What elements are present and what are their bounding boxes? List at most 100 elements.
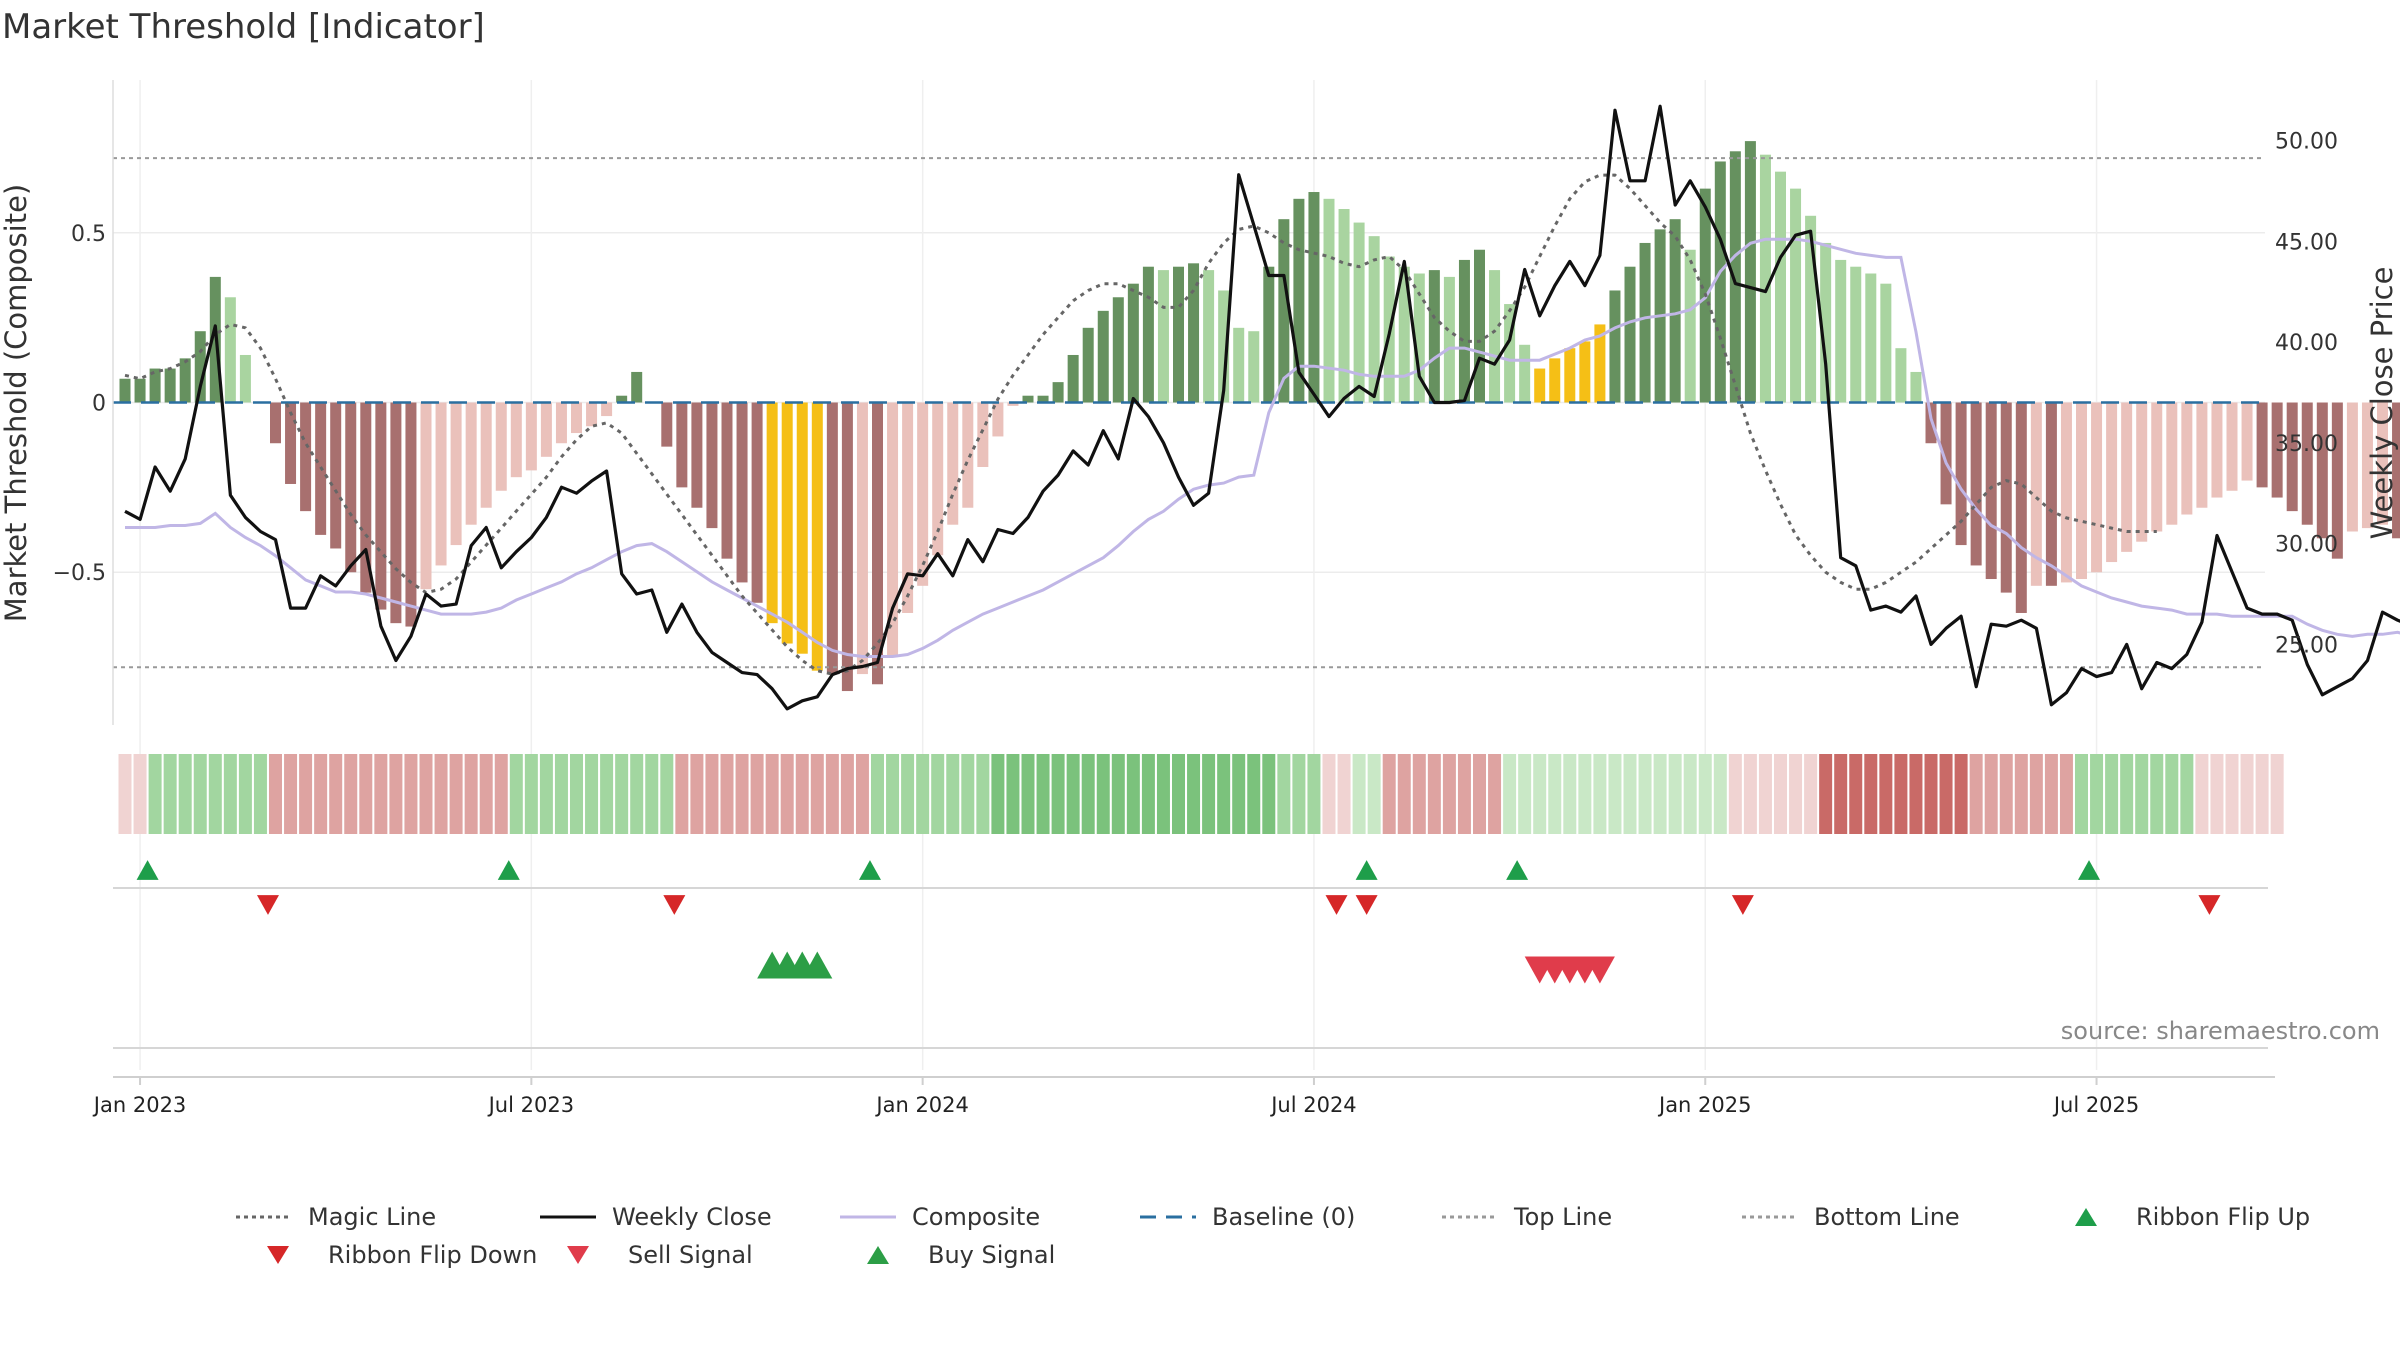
ribbon-cell bbox=[404, 754, 418, 834]
composite-bar bbox=[1579, 341, 1591, 403]
composite-bar bbox=[270, 402, 281, 444]
ribbon-cell bbox=[494, 754, 508, 834]
composite-bar bbox=[2015, 402, 2027, 613]
ribbon-cell bbox=[2075, 754, 2088, 834]
composite-bar bbox=[1127, 283, 1139, 403]
composite-bar bbox=[134, 378, 146, 403]
composite-bar bbox=[2181, 402, 2193, 515]
ribbon-cell bbox=[2255, 754, 2269, 834]
ribbon-cell bbox=[1713, 754, 1727, 834]
ribbon-cell bbox=[615, 754, 629, 834]
composite-bar bbox=[1203, 270, 1215, 403]
composite-bar bbox=[2000, 402, 2012, 593]
legend-swatch bbox=[567, 1246, 589, 1264]
composite-bar bbox=[992, 402, 1004, 437]
composite-bar bbox=[465, 402, 477, 525]
ribbon-cell bbox=[871, 754, 884, 834]
composite-bar bbox=[345, 402, 357, 573]
ribbon-cell bbox=[2105, 754, 2119, 834]
ribbon-cell bbox=[524, 754, 538, 834]
composite-bar bbox=[661, 402, 673, 447]
ribbon-strip bbox=[118, 754, 2284, 834]
legend-label: Ribbon Flip Down bbox=[328, 1241, 537, 1269]
ribbon-cell bbox=[600, 754, 614, 834]
ribbon-cell bbox=[735, 754, 749, 834]
legend-item-buy-signal: Buy Signal bbox=[867, 1241, 1055, 1269]
ribbon-cell bbox=[1337, 754, 1351, 834]
ribbon-flip-down-marker bbox=[256, 895, 279, 915]
composite-bar bbox=[1233, 327, 1245, 403]
composite-bar bbox=[947, 402, 959, 525]
composite-bar bbox=[1955, 402, 1967, 546]
ribbon-cell bbox=[133, 754, 147, 834]
ribbon-cell bbox=[1457, 754, 1471, 834]
ribbon-cell bbox=[1984, 754, 1998, 834]
ribbon-cell bbox=[795, 754, 809, 834]
ribbon-cell bbox=[660, 754, 674, 834]
composite-bar bbox=[1970, 402, 1982, 566]
legend-swatch bbox=[867, 1246, 889, 1264]
ribbon-flip-down-marker bbox=[1355, 895, 1378, 915]
composite-bar bbox=[811, 402, 823, 671]
composite-bar bbox=[1474, 249, 1485, 403]
ribbon-cell bbox=[1156, 754, 1170, 834]
source-credit: source: sharemaestro.com bbox=[2061, 1017, 2380, 1045]
composite-bar bbox=[2301, 402, 2313, 525]
right-tick-label-5: 25.00 bbox=[2275, 633, 2338, 658]
composite-bar bbox=[330, 402, 342, 549]
legend-label: Ribbon Flip Up bbox=[2136, 1203, 2310, 1231]
right-tick-label-1: 45.00 bbox=[2275, 230, 2338, 255]
composite-bar bbox=[1729, 151, 1741, 403]
ribbon-cell bbox=[931, 754, 945, 834]
ribbon-cell bbox=[705, 754, 719, 834]
ribbon-cell bbox=[2090, 754, 2104, 834]
ribbon-cell bbox=[780, 754, 794, 834]
ribbon-cell bbox=[1578, 754, 1592, 834]
ribbon-cell bbox=[1397, 754, 1411, 834]
ribbon-cell bbox=[1488, 754, 1502, 834]
composite-bar bbox=[1248, 331, 1260, 403]
ribbon-cell bbox=[630, 754, 644, 834]
composite-bar bbox=[1443, 276, 1455, 403]
ribbon-cell bbox=[1864, 754, 1878, 834]
composite-bar bbox=[1022, 395, 1034, 403]
legend-label: Top Line bbox=[1513, 1203, 1612, 1231]
ribbon-cell bbox=[554, 754, 568, 834]
ribbon-cell bbox=[1819, 754, 1833, 834]
composite-bar bbox=[826, 402, 838, 675]
ribbon-cell bbox=[1608, 754, 1622, 834]
ribbon-cell bbox=[1081, 754, 1095, 834]
composite-bar bbox=[856, 402, 868, 675]
ribbon-cell bbox=[855, 754, 869, 834]
composite-bar bbox=[1790, 188, 1802, 403]
composite-bar bbox=[841, 402, 853, 692]
composite-bar bbox=[616, 395, 628, 403]
ribbon-cell bbox=[329, 754, 343, 834]
composite-bar bbox=[1835, 259, 1847, 403]
ribbon-cell bbox=[148, 754, 162, 834]
ribbon-cell bbox=[1789, 754, 1803, 834]
ribbon-cell bbox=[1442, 754, 1456, 834]
ribbon-cell bbox=[1879, 754, 1893, 834]
ribbon-cell bbox=[2029, 754, 2043, 834]
ribbon-cell bbox=[585, 754, 599, 834]
composite-bar bbox=[571, 402, 582, 434]
composite-bar bbox=[1323, 198, 1335, 403]
ribbon-cell bbox=[253, 754, 267, 834]
composite-bar bbox=[2346, 402, 2358, 532]
ribbon-cell bbox=[223, 754, 237, 834]
composite-line bbox=[125, 237, 2400, 658]
ribbon-cell bbox=[1939, 754, 1953, 834]
composite-bar bbox=[1142, 266, 1154, 403]
composite-bar bbox=[224, 297, 236, 403]
composite-bar bbox=[1112, 297, 1124, 403]
composite-bar bbox=[1082, 327, 1094, 403]
legend-swatch bbox=[267, 1246, 289, 1264]
legend-label: Magic Line bbox=[308, 1203, 436, 1231]
legend-item-baseline-0: Baseline (0) bbox=[1140, 1203, 1355, 1231]
ribbon-cell bbox=[991, 754, 1005, 834]
composite-bar bbox=[2316, 402, 2328, 539]
ribbon-cell bbox=[2180, 754, 2194, 834]
composite-bar bbox=[1458, 259, 1470, 403]
composite-bar bbox=[390, 402, 402, 624]
